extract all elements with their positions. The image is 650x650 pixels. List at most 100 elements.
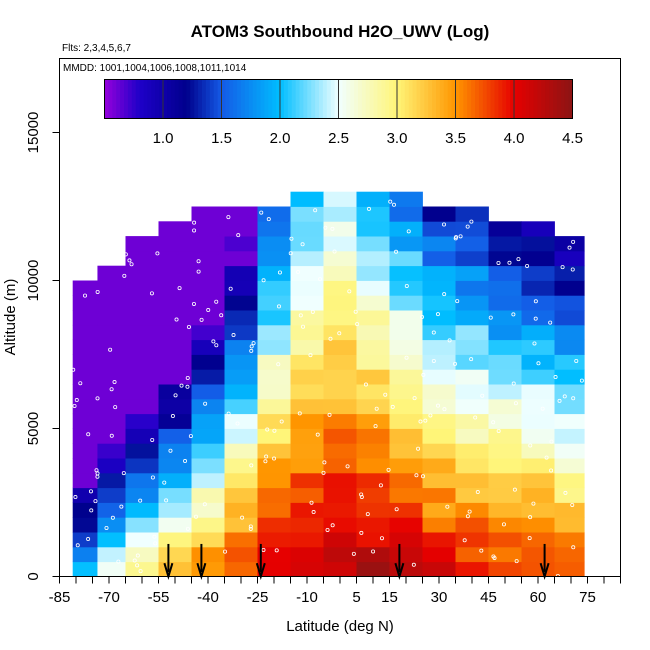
- x-tick-label: -10: [296, 589, 318, 606]
- heatmap-cell: [323, 443, 357, 459]
- sample-marker: [127, 258, 132, 263]
- sample-marker: [311, 510, 316, 515]
- heatmap-cell: [97, 532, 126, 548]
- colorbar-segment: [303, 79, 308, 119]
- heatmap-cell: [72, 398, 98, 415]
- sample-marker: [418, 419, 423, 424]
- sample-marker: [183, 459, 188, 464]
- sample-marker: [152, 534, 157, 539]
- colorbar-segment: [147, 79, 152, 119]
- sample-marker: [185, 375, 190, 380]
- sample-marker: [359, 494, 364, 499]
- colorbar-tick-label: 2.5: [328, 130, 349, 147]
- sample-marker: [89, 508, 94, 513]
- heatmap-cell: [488, 339, 522, 355]
- heatmap-cell: [257, 487, 291, 503]
- heatmap-cell: [257, 458, 291, 474]
- heatmap-cell: [356, 236, 390, 252]
- heatmap-cell: [191, 280, 225, 296]
- sample-marker: [263, 459, 268, 464]
- colorbar-segment: [311, 79, 316, 119]
- heatmap-cell: [554, 413, 585, 429]
- sample-marker: [279, 419, 284, 424]
- heatmap-cell: [257, 472, 291, 489]
- colorbar-segment: [166, 79, 172, 119]
- sample-marker: [562, 394, 567, 399]
- heatmap-cell: [72, 354, 98, 370]
- sample-marker: [570, 267, 575, 272]
- colorbar-segment: [482, 79, 488, 119]
- heatmap-cell: [125, 487, 159, 503]
- sample-marker: [411, 562, 416, 567]
- heatmap-cell: [191, 413, 225, 429]
- heatmap-cell: [389, 384, 423, 400]
- colorbar-segment: [439, 79, 445, 119]
- heatmap-cell: [389, 546, 423, 563]
- heatmap-cell: [488, 384, 522, 400]
- colorbar-segment: [354, 79, 359, 119]
- heatmap-cell: [323, 250, 357, 267]
- sample-marker: [337, 331, 342, 336]
- heatmap-cell: [191, 443, 225, 459]
- heatmap-cell: [455, 472, 489, 489]
- x-tick-label: 60: [530, 589, 547, 606]
- heatmap-cell: [554, 250, 585, 267]
- sample-marker: [512, 487, 517, 492]
- colorbar-segment: [241, 79, 246, 119]
- heatmap-cell: [323, 458, 357, 474]
- colorbar-segment: [369, 79, 375, 119]
- heatmap-cell: [554, 472, 585, 489]
- x-tick-label: -40: [197, 589, 219, 606]
- sample-marker: [93, 499, 98, 504]
- heatmap-cell: [191, 502, 225, 518]
- sample-marker: [465, 514, 470, 519]
- heatmap-cell: [290, 472, 324, 489]
- colorbar-segment: [280, 79, 285, 119]
- sample-marker: [321, 470, 326, 475]
- heatmap-cell: [455, 546, 489, 563]
- heatmap-cell: [323, 546, 357, 563]
- heatmap-cell: [290, 546, 324, 563]
- heatmap-cell: [554, 502, 585, 518]
- heatmap-cell: [158, 502, 192, 518]
- sample-marker: [73, 495, 78, 500]
- sample-marker: [421, 372, 426, 377]
- sample-marker: [192, 228, 197, 233]
- colorbar-segment: [225, 79, 230, 119]
- colorbar-tick-label: 4.5: [562, 130, 583, 147]
- sample-marker: [272, 456, 277, 461]
- heatmap-cell: [356, 443, 390, 459]
- heatmap-cell: [356, 221, 390, 237]
- sample-marker: [435, 312, 440, 317]
- colorbar-segment: [416, 79, 421, 119]
- heatmap-cell: [554, 354, 585, 370]
- heatmap-cell: [290, 398, 324, 415]
- sample-marker: [469, 357, 474, 362]
- sample-marker: [119, 504, 124, 509]
- heatmap-cell: [323, 295, 357, 311]
- heatmap-cell: [191, 561, 225, 577]
- heatmap-cell: [323, 487, 357, 503]
- sample-marker: [469, 219, 474, 224]
- sample-marker: [248, 526, 253, 531]
- sample-marker: [149, 291, 154, 296]
- colorbar-segment: [350, 79, 355, 119]
- sample-marker: [155, 251, 160, 256]
- colorbar-segment: [545, 79, 550, 119]
- heatmap-cell: [521, 458, 555, 474]
- heatmap-cell: [389, 310, 423, 326]
- heatmap-cell: [97, 546, 126, 563]
- colorbar-segment: [428, 79, 433, 119]
- heatmap-cell: [257, 443, 291, 459]
- heatmap-cell: [389, 413, 423, 429]
- heatmap-cell: [422, 472, 456, 489]
- heatmap-cell: [488, 221, 522, 237]
- heatmap-cell: [488, 280, 522, 296]
- sample-marker: [186, 325, 191, 330]
- sample-marker: [394, 249, 399, 254]
- sample-marker: [420, 315, 425, 320]
- x-tick-label: -55: [148, 589, 170, 606]
- sample-marker: [359, 492, 364, 497]
- y-tick-label: 0: [25, 572, 42, 580]
- heatmap-cell: [422, 265, 456, 281]
